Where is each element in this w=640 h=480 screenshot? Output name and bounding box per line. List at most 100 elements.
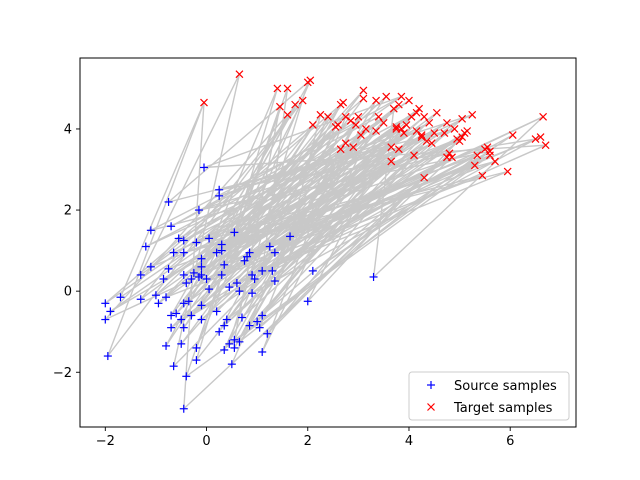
source-sample-point [248,270,257,279]
target-sample-point [539,112,548,121]
source-sample-point [197,301,206,310]
legend-box [408,371,570,421]
connector-line [183,174,483,254]
x-tick-label: 4 [405,434,413,449]
source-sample-point [230,228,239,237]
source-sample-point [169,248,178,257]
source-sample-point [146,262,155,271]
target-sample-point [422,137,431,146]
target-sample-point [339,98,348,107]
legend-source-marker [427,381,435,389]
source-sample-point [162,293,171,302]
source-sample-point [192,238,201,247]
target-sample-point [407,112,416,121]
legend-source-label: Source samples [454,379,557,394]
source-sample-point [225,339,234,348]
target-sample-point [382,92,391,101]
target-sample-point [445,149,454,158]
source-sample-point [179,248,188,257]
source-sample-point [192,343,201,352]
target-sample-point [397,92,406,101]
legend-item-source: Source samples [427,379,557,394]
legend-source-glyph [427,381,435,389]
source-sample-point [116,293,125,302]
connector-line [195,80,311,349]
source-sample-point [106,307,115,316]
connector-line [190,124,314,280]
target-sample-point [531,135,540,144]
target-sample-point [351,120,360,129]
target-sample-point [417,133,426,141]
target-sample-point [541,141,550,150]
source-sample-point [250,274,259,283]
target-sample-point [394,145,403,154]
target-sample-point [440,129,449,137]
x-tick-label: −2 [96,434,115,449]
source-sample-point [255,323,264,332]
target-sample-point [410,151,418,160]
connector-line [248,100,377,326]
target-sample-point [387,143,396,152]
target-sample-point [420,173,429,182]
source-sample-point [172,309,181,318]
source-sample-point [227,360,236,369]
target-sample-point [359,86,368,95]
source-sample-point [197,270,206,279]
source-sample-point [167,222,176,231]
target-sample-point [455,137,464,146]
source-sample-point [184,297,193,306]
target-sample-point [420,112,429,121]
target-sample-point [354,112,363,121]
source-sample-point [177,339,186,348]
source-sample-point [245,248,254,257]
target-sample-point [425,118,434,127]
x-tick-label: 6 [506,434,514,449]
target-sample-point [394,100,403,109]
target-sample-point [483,143,492,152]
target-sample-point [470,161,479,170]
target-sample-point [334,120,343,129]
source-sample-point [263,329,272,338]
source-sample-point [167,311,176,320]
target-sample-point [283,84,292,93]
source-sample-point [146,226,155,235]
connector-line [269,118,463,248]
target-sample-point [430,129,439,137]
target-sample-point [415,104,424,113]
source-sample-point [258,347,267,356]
target-sample-point [362,125,370,133]
source-sample-point [167,323,176,332]
source-sample-point [225,283,234,292]
source-sample-point [151,291,160,300]
source-sample-point [230,335,239,344]
source-sample-point [197,254,206,263]
legend: Source samples Target samples [408,371,570,421]
source-sample-point [220,345,229,354]
target-sample-point [298,96,307,105]
target-sample-point [478,171,487,180]
source-sample-point [232,279,241,288]
connector-line [274,130,468,254]
target-sample-point [468,110,477,119]
target-sample-point [291,100,300,109]
source-sample-point [154,299,163,308]
legend-target-glyph [427,403,435,411]
source-sample-point [248,289,257,298]
target-sample-point [399,129,408,137]
connector-line [289,136,541,238]
target-sample-point [486,151,494,160]
source-sample-point [177,315,186,324]
x-tick-label: 0 [202,434,210,449]
connector-line [271,128,367,272]
target-sample-point [402,120,411,129]
source-sample-point [187,274,196,283]
target-sample-point [417,131,426,139]
y-tick-label: 2 [64,204,72,219]
source-sample-point [270,277,279,286]
connector-line [150,124,357,231]
plot-area [101,70,550,413]
source-sample-point [159,274,168,283]
target-sample-point [336,145,345,154]
connector-line [203,95,402,169]
source-sample-point [197,315,206,324]
